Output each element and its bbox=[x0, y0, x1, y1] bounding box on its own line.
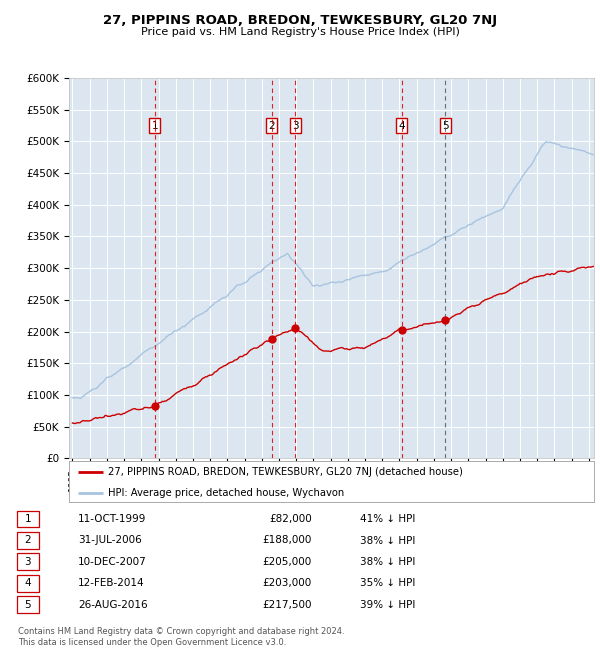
Text: 12-FEB-2014: 12-FEB-2014 bbox=[78, 578, 145, 588]
Text: Price paid vs. HM Land Registry's House Price Index (HPI): Price paid vs. HM Land Registry's House … bbox=[140, 27, 460, 37]
Text: 5: 5 bbox=[442, 120, 448, 131]
Text: 10-DEC-2007: 10-DEC-2007 bbox=[78, 557, 147, 567]
Text: 38% ↓ HPI: 38% ↓ HPI bbox=[360, 557, 415, 567]
Text: HPI: Average price, detached house, Wychavon: HPI: Average price, detached house, Wych… bbox=[109, 488, 344, 498]
Text: 5: 5 bbox=[25, 600, 31, 610]
Text: £188,000: £188,000 bbox=[263, 536, 312, 545]
Text: 38% ↓ HPI: 38% ↓ HPI bbox=[360, 536, 415, 545]
Text: £205,000: £205,000 bbox=[263, 557, 312, 567]
Text: 2: 2 bbox=[268, 120, 275, 131]
Text: 1: 1 bbox=[151, 120, 158, 131]
Text: 4: 4 bbox=[25, 578, 31, 588]
Text: 11-OCT-1999: 11-OCT-1999 bbox=[78, 514, 146, 524]
Text: 27, PIPPINS ROAD, BREDON, TEWKESBURY, GL20 7NJ (detached house): 27, PIPPINS ROAD, BREDON, TEWKESBURY, GL… bbox=[109, 467, 463, 477]
Text: 31-JUL-2006: 31-JUL-2006 bbox=[78, 536, 142, 545]
Text: £217,500: £217,500 bbox=[263, 600, 312, 610]
Text: 3: 3 bbox=[25, 557, 31, 567]
Text: 27, PIPPINS ROAD, BREDON, TEWKESBURY, GL20 7NJ: 27, PIPPINS ROAD, BREDON, TEWKESBURY, GL… bbox=[103, 14, 497, 27]
Text: £82,000: £82,000 bbox=[269, 514, 312, 524]
Text: 41% ↓ HPI: 41% ↓ HPI bbox=[360, 514, 415, 524]
Text: 2: 2 bbox=[25, 536, 31, 545]
Text: 1: 1 bbox=[25, 514, 31, 524]
Text: Contains HM Land Registry data © Crown copyright and database right 2024.
This d: Contains HM Land Registry data © Crown c… bbox=[18, 627, 344, 647]
Text: 35% ↓ HPI: 35% ↓ HPI bbox=[360, 578, 415, 588]
Text: 39% ↓ HPI: 39% ↓ HPI bbox=[360, 600, 415, 610]
Text: £203,000: £203,000 bbox=[263, 578, 312, 588]
Text: 3: 3 bbox=[292, 120, 299, 131]
Text: 4: 4 bbox=[398, 120, 405, 131]
Text: 26-AUG-2016: 26-AUG-2016 bbox=[78, 600, 148, 610]
